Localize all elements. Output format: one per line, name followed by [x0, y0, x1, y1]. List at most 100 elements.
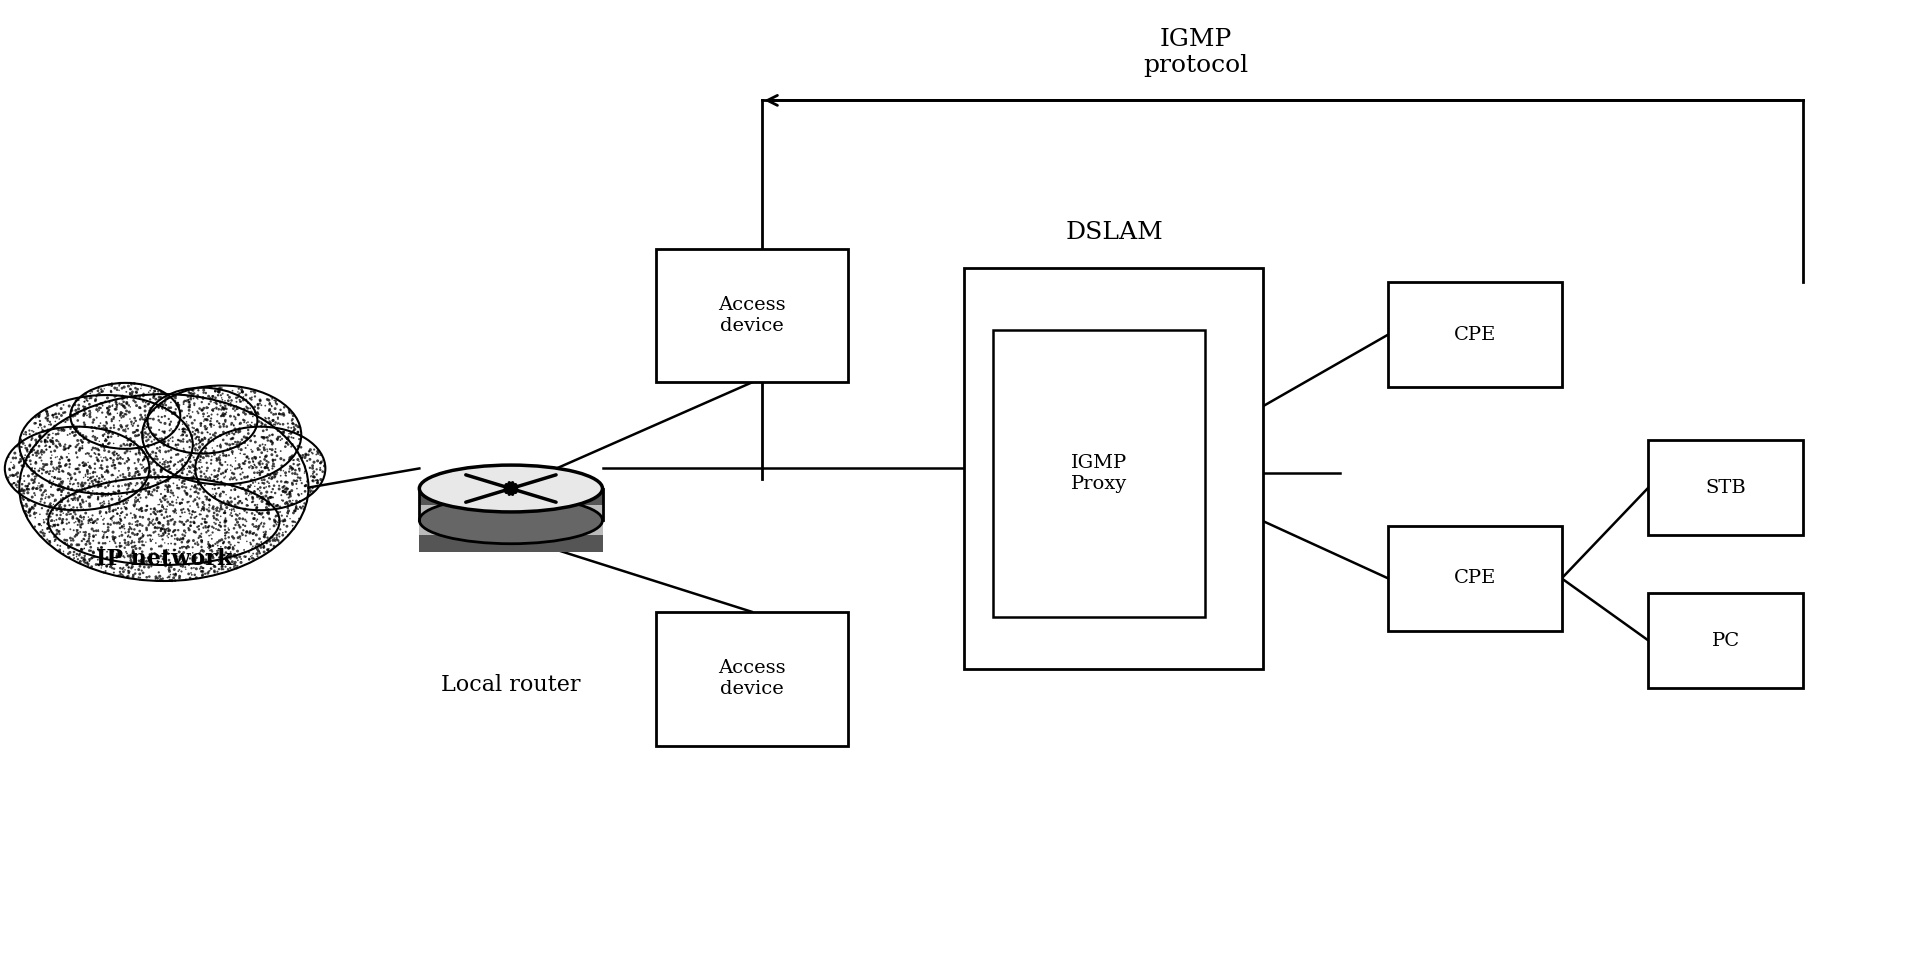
- Point: [206, 457, 237, 472]
- Text: CPE: CPE: [1454, 570, 1496, 587]
- Point: [121, 517, 152, 532]
- Point: [216, 425, 247, 441]
- Point: [193, 461, 224, 476]
- Point: [214, 534, 245, 550]
- Point: [199, 558, 229, 574]
- Point: [6, 439, 37, 454]
- Point: [39, 469, 69, 485]
- Point: [247, 456, 278, 471]
- Point: [260, 509, 291, 524]
- Point: [168, 473, 199, 489]
- Point: [108, 549, 139, 564]
- Point: [60, 422, 91, 437]
- Point: [187, 532, 218, 548]
- Point: [243, 465, 274, 480]
- Point: [4, 444, 35, 459]
- Point: [81, 450, 112, 466]
- Point: [256, 489, 287, 505]
- FancyBboxPatch shape: [420, 505, 602, 535]
- Point: [23, 445, 54, 461]
- Point: [179, 479, 210, 494]
- Point: [123, 445, 154, 461]
- Point: [33, 406, 64, 422]
- Point: [168, 417, 199, 432]
- Point: [220, 482, 251, 497]
- Point: [108, 567, 139, 582]
- Point: [131, 410, 162, 425]
- Point: [253, 496, 283, 511]
- Point: [77, 443, 108, 458]
- Point: [235, 419, 266, 434]
- Point: [77, 441, 108, 456]
- Point: [204, 382, 235, 398]
- Point: [96, 488, 127, 503]
- Point: [44, 464, 75, 479]
- Point: [69, 403, 100, 419]
- Point: [94, 496, 125, 511]
- Point: [135, 514, 166, 530]
- Point: [189, 501, 220, 516]
- Point: [125, 501, 156, 516]
- Point: [162, 523, 193, 538]
- Point: [96, 560, 127, 576]
- Point: [218, 467, 249, 482]
- Point: [120, 455, 150, 470]
- Point: [37, 447, 67, 463]
- Point: [204, 457, 235, 472]
- Point: [285, 470, 316, 486]
- Point: [104, 535, 135, 551]
- Point: [12, 442, 42, 457]
- Point: [195, 538, 226, 554]
- Point: [164, 398, 195, 413]
- Point: [104, 489, 135, 504]
- Point: [270, 467, 301, 483]
- Point: [108, 569, 139, 584]
- Point: [93, 463, 123, 478]
- Point: [283, 454, 314, 469]
- Point: [121, 513, 152, 529]
- Point: [214, 540, 245, 555]
- Point: [166, 433, 197, 448]
- Point: [42, 398, 73, 413]
- Point: [83, 475, 114, 490]
- Point: [193, 405, 224, 421]
- Point: [6, 440, 37, 455]
- Point: [152, 545, 183, 560]
- Point: [201, 511, 231, 527]
- Point: [164, 415, 195, 430]
- Point: [162, 397, 193, 412]
- Point: [143, 565, 174, 580]
- Point: [69, 456, 100, 471]
- Point: [44, 527, 75, 542]
- Point: [46, 479, 77, 494]
- Point: [114, 404, 145, 420]
- Point: [0, 460, 29, 475]
- Point: [249, 544, 280, 559]
- Point: [37, 421, 67, 436]
- Point: [4, 436, 35, 451]
- Point: [67, 458, 98, 473]
- Point: [66, 554, 96, 569]
- Point: [158, 567, 189, 582]
- Point: [131, 469, 162, 485]
- Point: [202, 546, 233, 561]
- Point: [77, 428, 108, 444]
- Point: [214, 437, 245, 452]
- Point: [129, 463, 160, 478]
- Point: [133, 440, 164, 455]
- Point: [64, 402, 94, 417]
- Point: [48, 501, 79, 516]
- Point: [216, 431, 247, 446]
- Point: [123, 427, 154, 443]
- Point: [204, 504, 235, 519]
- Point: [154, 553, 185, 568]
- Point: [222, 500, 253, 515]
- Point: [208, 445, 239, 461]
- Point: [264, 529, 295, 544]
- Point: [280, 514, 310, 530]
- Point: [12, 479, 42, 494]
- Point: [120, 413, 150, 428]
- Point: [193, 536, 224, 552]
- Point: [174, 557, 204, 573]
- Point: [280, 473, 310, 489]
